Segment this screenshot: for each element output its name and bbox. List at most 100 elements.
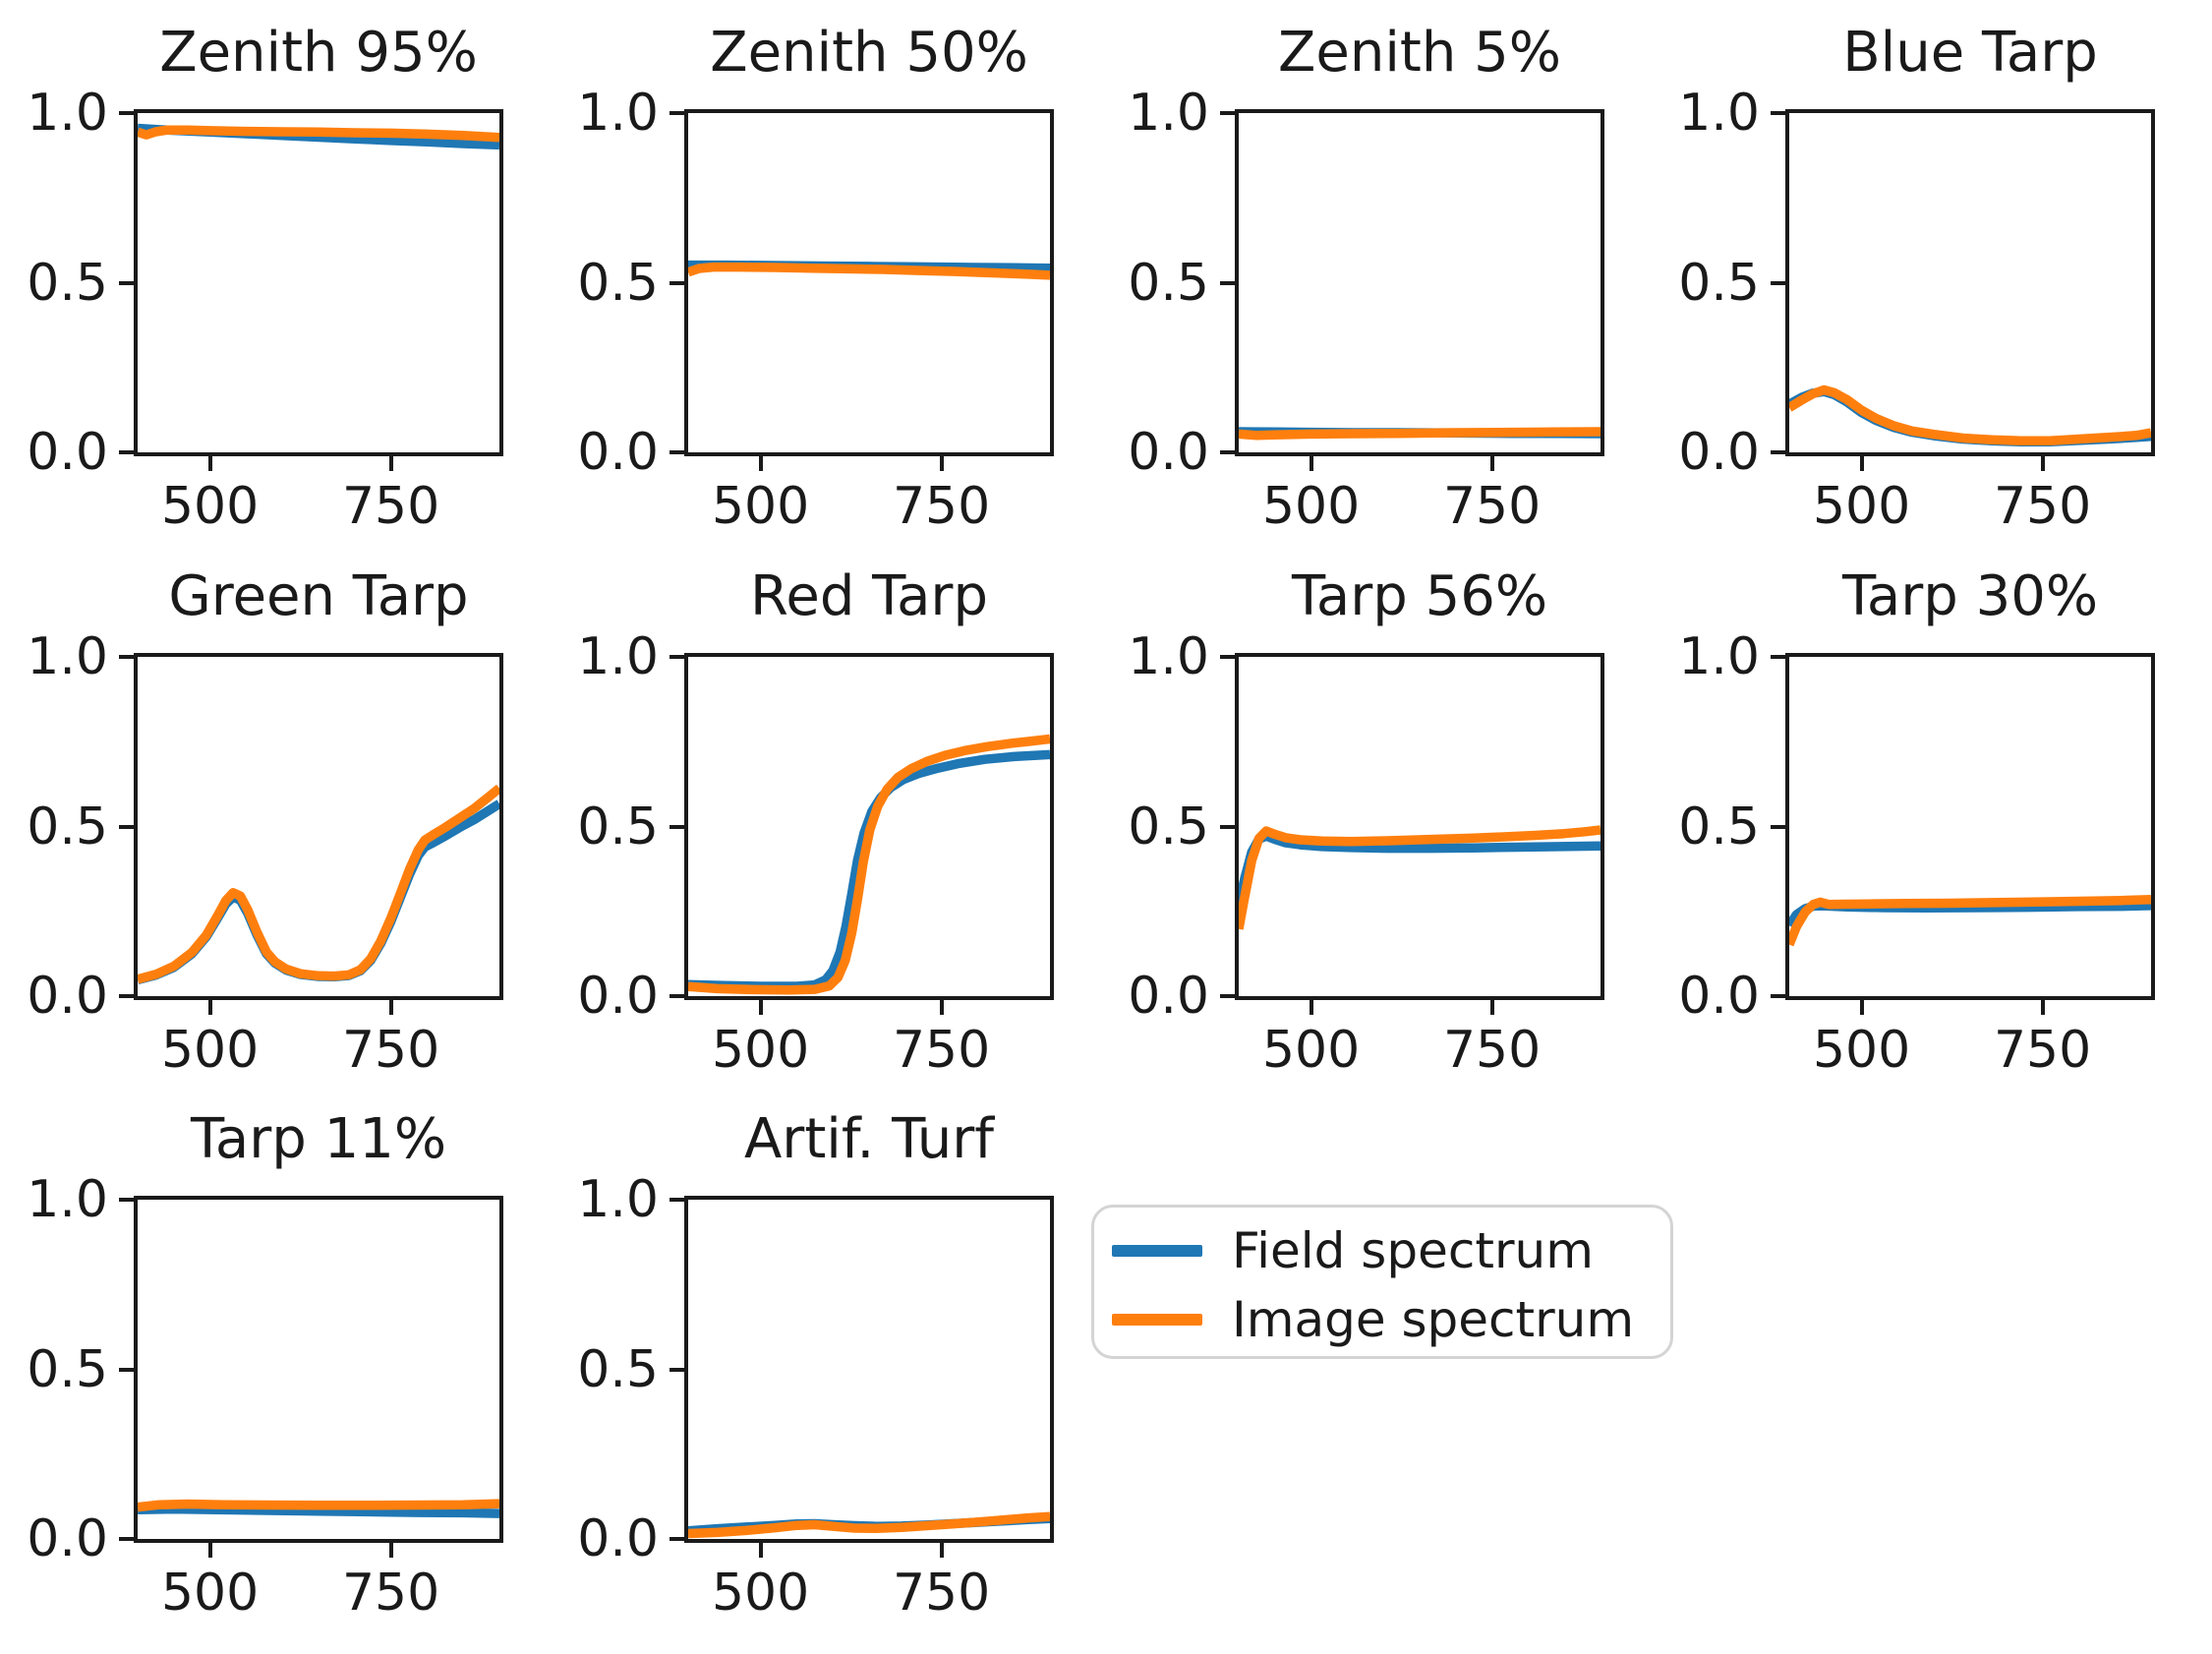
x-tick — [1859, 1000, 1864, 1015]
y-tick — [669, 824, 684, 829]
spectra-plot-tarp-30 — [1789, 657, 2151, 996]
x-tick-label: 500 — [711, 477, 810, 536]
y-tick — [1220, 824, 1235, 829]
x-tick — [388, 1543, 393, 1558]
x-tick — [1489, 456, 1494, 471]
x-tick-label: 500 — [1261, 1021, 1361, 1080]
x-tick-label: 750 — [892, 1021, 991, 1080]
spectra-plot-zenith-5 — [1239, 113, 1601, 452]
spectra-plot-tarp-56 — [1239, 657, 1601, 996]
x-tick — [939, 456, 944, 471]
y-tick-label: 1.0 — [1678, 84, 1760, 143]
y-tick — [119, 111, 134, 115]
y-tick — [669, 994, 684, 998]
x-tick — [1859, 456, 1864, 471]
y-tick-label: 1.0 — [1678, 627, 1760, 686]
x-tick-label: 500 — [711, 1564, 810, 1623]
y-tick — [1220, 450, 1235, 454]
y-tick — [119, 1537, 134, 1541]
y-tick — [119, 1198, 134, 1202]
axes-artif-turf — [684, 1196, 1054, 1543]
image-spectrum-line — [1239, 432, 1601, 436]
axes-tarp-11 — [134, 1196, 503, 1543]
x-tick — [207, 456, 212, 471]
image-spectrum-swatch — [1112, 1314, 1202, 1326]
image-spectrum-line — [688, 739, 1050, 990]
image-spectrum-line — [138, 1504, 499, 1507]
axes-zenith-5 — [1235, 109, 1604, 456]
x-tick — [207, 1543, 212, 1558]
y-tick-label: 0.0 — [1128, 423, 1209, 482]
subplot-title-zenith-95: Zenith 95% — [159, 21, 478, 85]
x-tick-label: 750 — [341, 477, 440, 536]
y-tick — [1220, 994, 1235, 998]
y-tick-label: 0.0 — [27, 1509, 108, 1568]
y-tick — [119, 824, 134, 829]
x-tick-label: 500 — [1812, 1021, 1911, 1080]
x-tick — [758, 1543, 763, 1558]
y-tick-label: 0.0 — [1678, 423, 1760, 482]
y-tick-label: 0.5 — [577, 1339, 659, 1399]
y-tick-label: 1.0 — [577, 1170, 659, 1229]
subplot-title-tarp-11: Tarp 11% — [190, 1107, 447, 1171]
subplot-title-tarp-56: Tarp 56% — [1291, 564, 1548, 628]
x-tick — [939, 1000, 944, 1015]
y-tick-label: 0.5 — [27, 1339, 108, 1399]
x-tick-label: 750 — [341, 1021, 440, 1080]
axes-tarp-30 — [1785, 653, 2155, 1000]
x-tick-label: 750 — [1993, 1021, 2092, 1080]
x-tick-label: 500 — [1261, 477, 1361, 536]
axes-tarp-56 — [1235, 653, 1604, 1000]
legend-item-image-spectrum: Image spectrum — [1094, 1291, 1670, 1348]
subplot-title-zenith-50: Zenith 50% — [710, 21, 1028, 85]
spectra-plot-green-tarp — [138, 657, 499, 996]
y-tick-label: 1.0 — [27, 627, 108, 686]
field-spectrum-swatch — [1112, 1245, 1202, 1257]
y-tick — [1771, 450, 1785, 454]
y-tick-label: 0.5 — [577, 253, 659, 313]
spectra-plot-zenith-95 — [138, 113, 499, 452]
x-tick-label: 500 — [711, 1021, 810, 1080]
y-tick-label: 0.5 — [27, 797, 108, 857]
spectra-plot-red-tarp — [688, 657, 1050, 996]
x-tick — [758, 456, 763, 471]
spectra-plot-artif-turf — [688, 1200, 1050, 1539]
y-tick — [119, 280, 134, 285]
y-tick-label: 0.0 — [577, 423, 659, 482]
x-tick — [388, 1000, 393, 1015]
x-tick — [388, 456, 393, 471]
field-spectrum-line — [1239, 836, 1601, 905]
y-tick — [669, 280, 684, 285]
y-tick — [669, 450, 684, 454]
y-tick-label: 0.5 — [1128, 253, 1209, 313]
axes-green-tarp — [134, 653, 503, 1000]
image-spectrum-line — [688, 267, 1050, 275]
y-tick — [1771, 824, 1785, 829]
image-spectrum-line — [138, 130, 499, 138]
axes-red-tarp — [684, 653, 1054, 1000]
y-tick-label: 0.5 — [577, 797, 659, 857]
y-tick-label: 0.5 — [1678, 797, 1760, 857]
x-tick-label: 500 — [160, 1021, 260, 1080]
y-tick — [1220, 111, 1235, 115]
image-spectrum-line — [1789, 900, 2151, 945]
subplot-title-red-tarp: Red Tarp — [749, 564, 989, 628]
field-spectrum-line — [688, 754, 1050, 986]
y-tick — [119, 1367, 134, 1372]
y-tick-label: 0.5 — [1678, 253, 1760, 313]
y-tick-label: 1.0 — [27, 1170, 108, 1229]
axes-blue-tarp — [1785, 109, 2155, 456]
x-tick-label: 500 — [1812, 477, 1911, 536]
image-spectrum-line — [1789, 390, 2151, 442]
spectra-plot-blue-tarp — [1789, 113, 2151, 452]
x-tick-label: 750 — [1993, 477, 2092, 536]
x-tick-label: 500 — [160, 477, 260, 536]
y-tick — [1771, 280, 1785, 285]
x-tick-label: 750 — [1442, 477, 1542, 536]
spectra-plot-tarp-11 — [138, 1200, 499, 1539]
x-tick-label: 500 — [160, 1564, 260, 1623]
spectra-plot-zenith-50 — [688, 113, 1050, 452]
x-tick — [2040, 1000, 2045, 1015]
y-tick-label: 1.0 — [1128, 627, 1209, 686]
